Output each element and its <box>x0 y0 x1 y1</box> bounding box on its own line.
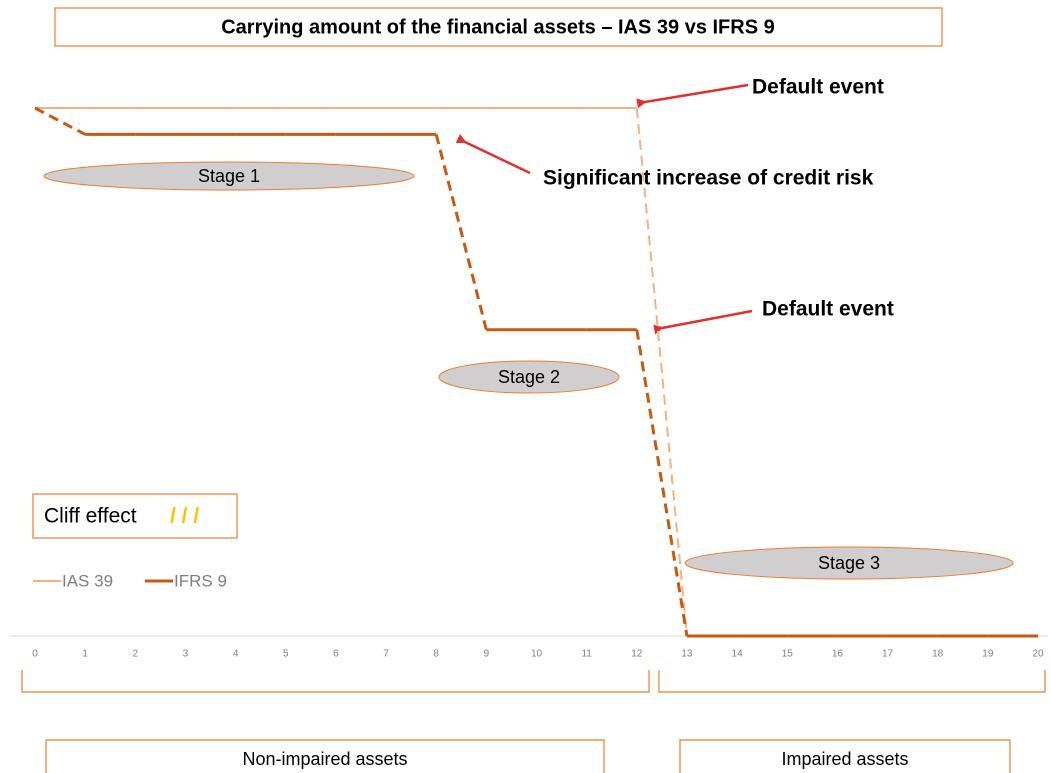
stage-label: Stage 3 <box>818 553 880 573</box>
x-tick-label: 16 <box>832 649 844 660</box>
bracket <box>21 670 650 693</box>
x-tick-label: 15 <box>782 649 794 660</box>
stage-label: Stage 1 <box>198 166 260 186</box>
x-tick-label: 8 <box>433 649 439 660</box>
cliff-marker: / / / <box>170 505 199 528</box>
x-tick-label: 19 <box>982 649 994 660</box>
group-label: Impaired assets <box>781 749 908 769</box>
line-segment <box>635 329 689 637</box>
group-box <box>679 739 1011 773</box>
x-tick-label: 10 <box>531 649 543 660</box>
legend-label: IAS 39 <box>62 571 113 590</box>
x-tick-label: 17 <box>882 649 894 660</box>
line-segment <box>635 107 688 637</box>
arrow <box>653 309 753 335</box>
group-box <box>45 739 605 773</box>
x-tick-label: 13 <box>681 649 693 660</box>
x-tick-label: 20 <box>1032 649 1044 660</box>
line-segment <box>34 106 86 136</box>
x-tick-label: 4 <box>233 649 239 660</box>
x-tick-label: 6 <box>333 649 339 660</box>
x-tick-label: 18 <box>932 649 944 660</box>
arrow <box>636 83 749 109</box>
legend-label: IFRS 9 <box>174 571 227 590</box>
annotation: Default event <box>752 76 884 99</box>
stage-ellipse <box>438 360 620 394</box>
stage-label: Stage 2 <box>498 367 560 387</box>
x-tick-label: 14 <box>732 649 744 660</box>
x-tick-label: 3 <box>183 649 189 660</box>
group-label: Non-impaired assets <box>242 749 407 769</box>
x-tick-label: 0 <box>32 649 38 660</box>
cliff-label: Cliff effect <box>44 505 137 528</box>
x-tick-label: 7 <box>383 649 389 660</box>
x-tick-label: 12 <box>631 649 643 660</box>
cliff-box <box>32 493 238 539</box>
stage-ellipse <box>43 161 415 191</box>
x-tick-label: 1 <box>82 649 88 660</box>
x-tick-label: 11 <box>581 649 592 660</box>
title-box <box>54 7 943 47</box>
stage-ellipse <box>684 546 1014 580</box>
x-tick-label: 9 <box>484 649 490 660</box>
annotation: Default event <box>762 298 894 321</box>
x-tick-label: 5 <box>283 649 289 660</box>
line-segment <box>434 134 488 331</box>
chart-title: Carrying amount of the financial assets … <box>221 16 775 38</box>
arrow <box>455 134 531 175</box>
bracket <box>658 670 1046 693</box>
annotation: Significant increase of credit risk <box>543 167 874 190</box>
x-tick-label: 2 <box>133 649 139 660</box>
